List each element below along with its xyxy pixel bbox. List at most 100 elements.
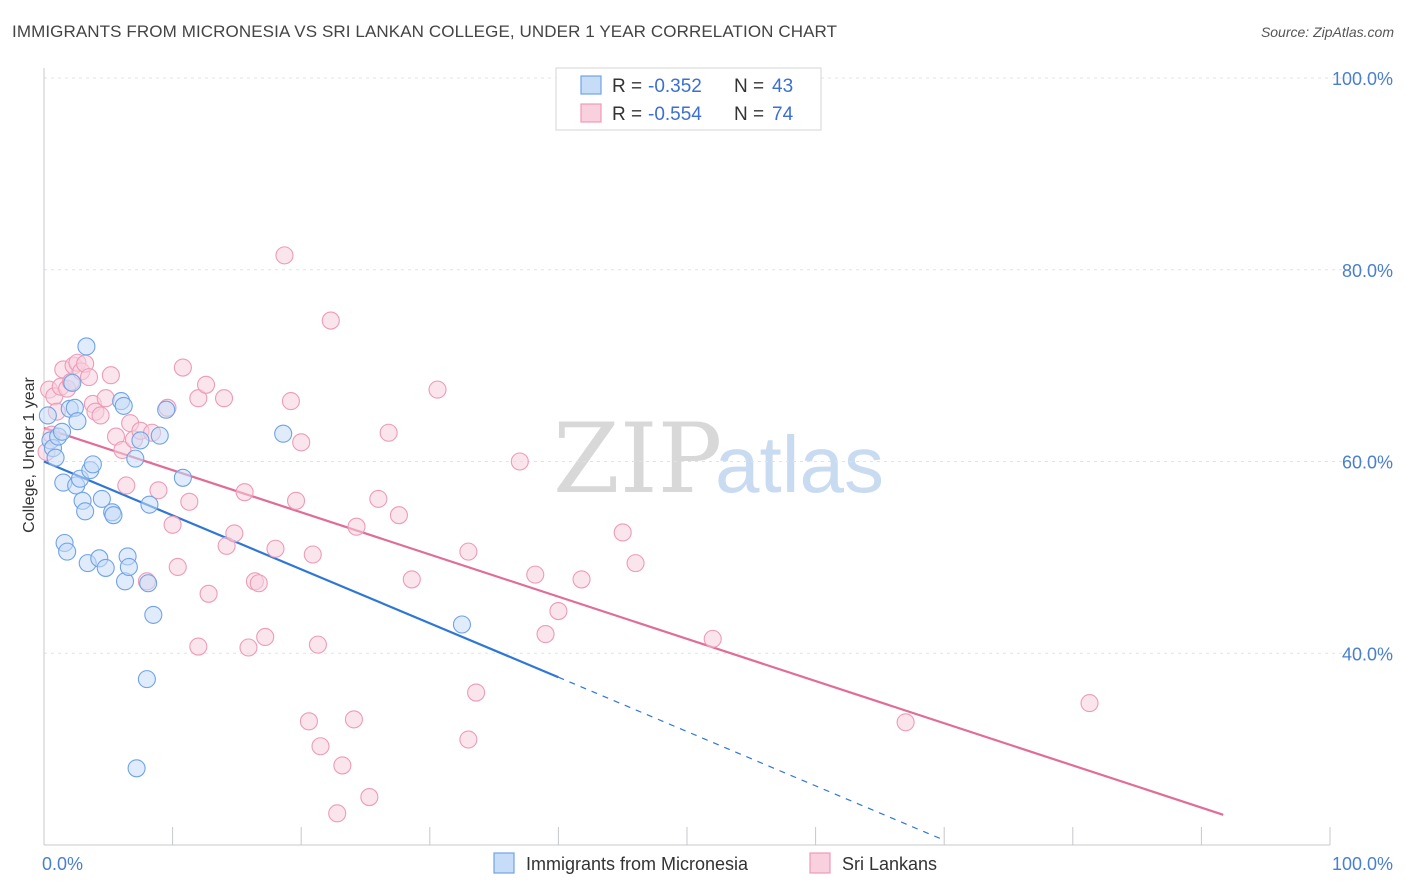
point-micronesia-35 xyxy=(139,574,158,593)
x-tick-label-1: 100.0% xyxy=(1332,854,1393,874)
point-srilankans-59 xyxy=(360,788,379,807)
point-srilankans-45 xyxy=(266,539,285,558)
point-srilankans-13 xyxy=(79,368,99,387)
tick-labels: 100.0% 80.0% 60.0% 40.0% 0.0% 100.0% xyxy=(42,69,1393,874)
point-micronesia-42 xyxy=(452,615,472,634)
point-srilankans-54 xyxy=(321,311,340,330)
y-tick-label-3: 40.0% xyxy=(1342,644,1393,664)
point-micronesia-34 xyxy=(137,670,156,689)
stats-r-value-srilankans: -0.554 xyxy=(648,104,702,125)
point-micronesia-27 xyxy=(114,396,133,415)
point-micronesia-3 xyxy=(46,448,65,467)
legend-label-srilankans: Sri Lankans xyxy=(842,854,937,874)
point-srilankans-74 xyxy=(626,554,645,573)
point-micronesia-33 xyxy=(131,431,150,450)
point-micronesia-20 xyxy=(83,455,102,474)
point-srilankans-52 xyxy=(308,635,327,654)
point-srilankans-49 xyxy=(292,433,311,452)
point-srilankans-20 xyxy=(113,440,132,460)
point-srilankans-51 xyxy=(299,712,318,731)
point-srilankans-68 xyxy=(510,452,529,471)
point-srilankans-44 xyxy=(256,627,275,647)
point-srilankans-65 xyxy=(459,542,478,561)
point-srilankans-41 xyxy=(239,638,258,657)
point-micronesia-39 xyxy=(157,400,176,419)
stats-n-label-micronesia: N = xyxy=(734,76,764,97)
point-srilankans-34 xyxy=(196,375,216,394)
point-micronesia-36 xyxy=(140,495,159,514)
point-srilankans-61 xyxy=(379,423,398,442)
point-srilankans-32 xyxy=(180,492,199,511)
y-tick-label-2: 60.0% xyxy=(1342,453,1393,473)
point-srilankans-77 xyxy=(1080,694,1099,713)
point-srilankans-56 xyxy=(333,756,352,775)
point-micronesia-31 xyxy=(126,449,145,468)
point-srilankans-66 xyxy=(459,730,478,749)
point-micronesia-0 xyxy=(38,406,57,425)
point-srilankans-46 xyxy=(275,246,294,265)
point-micronesia-38 xyxy=(150,426,169,445)
point-micronesia-10 xyxy=(63,373,82,392)
point-micronesia-41 xyxy=(274,424,293,443)
stats-n-value-srilankans: 74 xyxy=(772,104,794,125)
point-srilankans-35 xyxy=(189,637,208,656)
trend-line-micronesia xyxy=(43,460,559,679)
stats-r-label-srilankans: R = xyxy=(612,104,642,125)
point-srilankans-17 xyxy=(96,389,115,408)
point-micronesia-40 xyxy=(173,468,192,487)
point-srilankans-39 xyxy=(225,524,244,543)
point-micronesia-8 xyxy=(58,542,77,561)
point-srilankans-40 xyxy=(235,483,254,502)
point-srilankans-43 xyxy=(249,574,268,593)
point-srilankans-69 xyxy=(526,565,545,584)
x-tick-label-0: 0.0% xyxy=(42,854,83,874)
point-srilankans-50 xyxy=(303,545,322,564)
point-srilankans-18 xyxy=(101,366,120,385)
source-credit: Source: ZipAtlas.com xyxy=(1260,24,1394,40)
watermark-atlas: atlas xyxy=(715,420,884,509)
point-micronesia-32 xyxy=(127,759,146,778)
legend-swatch-micronesia xyxy=(493,852,515,874)
point-srilankans-30 xyxy=(168,557,187,577)
point-micronesia-30 xyxy=(119,557,138,577)
grid-lines xyxy=(44,77,1395,654)
point-micronesia-22 xyxy=(92,489,111,508)
bottom-legend: Immigrants from Micronesia Sri Lankans xyxy=(493,852,937,874)
data-points xyxy=(37,246,1099,823)
point-srilankans-16 xyxy=(91,406,110,425)
point-micronesia-25 xyxy=(104,506,123,525)
y-axis-label: College, Under 1 year xyxy=(21,377,38,533)
stats-legend: R = -0.352 N = 43 R = -0.554 N = 74 xyxy=(555,67,822,131)
stats-swatch-srilankans xyxy=(580,103,602,123)
point-srilankans-71 xyxy=(549,602,568,621)
chart-title: IMMIGRANTS FROM MICRONESIA VS SRI LANKAN… xyxy=(12,22,838,41)
point-srilankans-31 xyxy=(173,358,192,377)
point-srilankans-70 xyxy=(536,625,555,644)
trend-line-micronesia-extension xyxy=(558,676,945,841)
point-srilankans-58 xyxy=(347,517,366,536)
legend-label-micronesia: Immigrants from Micronesia xyxy=(526,854,749,874)
point-micronesia-16 xyxy=(76,502,95,521)
point-srilankans-72 xyxy=(572,570,591,589)
stats-n-label-srilankans: N = xyxy=(734,104,764,125)
point-srilankans-64 xyxy=(428,380,447,399)
point-srilankans-27 xyxy=(149,481,168,500)
point-micronesia-17 xyxy=(77,337,96,356)
point-srilankans-76 xyxy=(896,713,915,732)
point-srilankans-33 xyxy=(189,389,208,408)
y-tick-label-0: 100.0% xyxy=(1332,69,1393,89)
point-srilankans-29 xyxy=(163,515,182,534)
point-srilankans-60 xyxy=(369,489,388,508)
point-srilankans-57 xyxy=(344,710,363,729)
point-srilankans-48 xyxy=(287,491,306,510)
stats-r-value-micronesia: -0.352 xyxy=(648,76,702,97)
point-micronesia-23 xyxy=(96,558,115,577)
point-srilankans-36 xyxy=(199,584,218,603)
point-micronesia-13 xyxy=(68,412,87,431)
point-micronesia-37 xyxy=(144,605,163,624)
stats-n-value-micronesia: 43 xyxy=(772,76,793,97)
y-tick-label-1: 80.0% xyxy=(1342,261,1393,281)
point-srilankans-62 xyxy=(389,506,408,525)
stats-swatch-micronesia xyxy=(580,75,602,95)
